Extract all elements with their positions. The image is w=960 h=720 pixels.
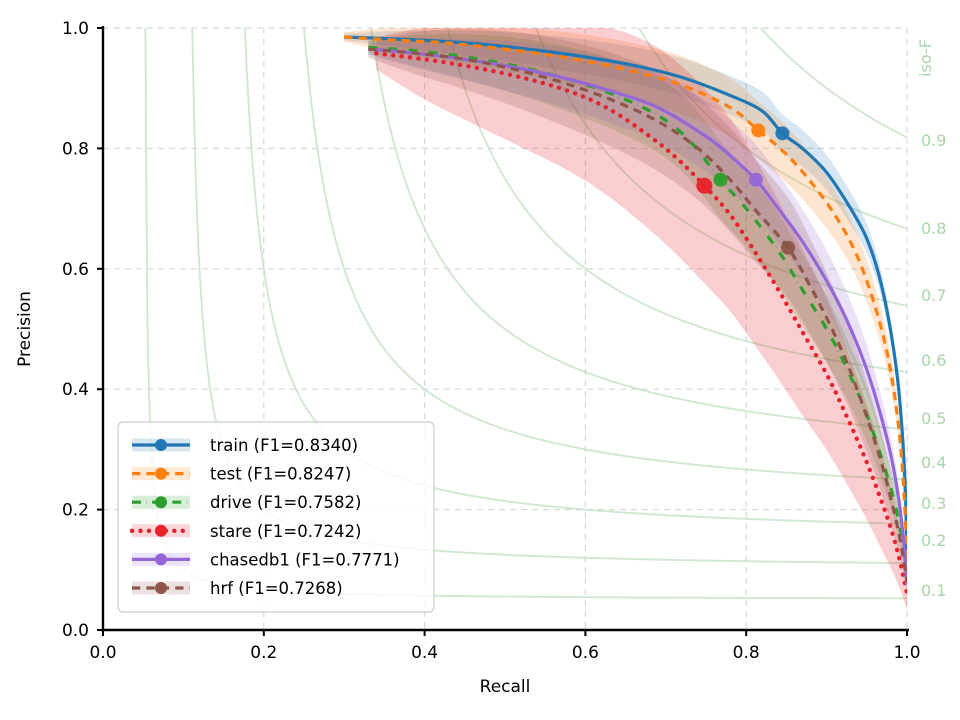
y-axis-label: Precision — [15, 291, 35, 367]
y-tick-label: 0.6 — [62, 260, 89, 280]
iso-f1-tick-label: 0.6 — [921, 351, 946, 370]
y-tick-label: 0.8 — [62, 139, 89, 159]
x-tick-label: 1.0 — [893, 643, 920, 663]
chart-legend[interactable]: train (F1=0.8340) test (F1=0.8247) drive (… — [117, 421, 435, 613]
iso-f1-tick-label: 0.8 — [921, 219, 946, 238]
axes: 0.0 0.2 0.4 0.6 0.8 1.0 0.0 0.2 0.4 0.6 0.8 1.0 Reca… — [15, 19, 946, 697]
iso-f1-tick-label: 0.5 — [921, 409, 946, 428]
legend-marker-sample — [155, 553, 167, 566]
x-tick-label: 0.4 — [411, 643, 438, 663]
legend-entry-label: test (F1=0.8247) — [210, 465, 351, 484]
y-tick-label: 0.4 — [62, 380, 89, 400]
x-tick-label: 0.8 — [733, 643, 760, 663]
legend-marker-sample — [155, 582, 167, 594]
x-tick-label: 0.2 — [250, 643, 277, 663]
iso-f1-tick-label: 0.2 — [921, 531, 946, 550]
iso-f1-tick-label: 0.3 — [921, 494, 946, 513]
legend-entry-label: train (F1=0.8340) — [210, 436, 358, 455]
legend-entry-label: chasedb1 (F1=0.7771) — [210, 550, 400, 569]
legend-entry-label: stare (F1=0.7242) — [210, 522, 361, 541]
x-tick-label: 0.6 — [572, 643, 599, 663]
legend-entry-label: hrf (F1=0.7268) — [210, 579, 343, 598]
iso-f1-axis-label: iso-F — [916, 39, 935, 77]
confidence-bands — [344, 28, 907, 611]
legend-box — [117, 421, 435, 613]
legend-marker-sample — [155, 496, 167, 509]
legend-marker-sample — [155, 439, 167, 451]
legend-marker-sample — [155, 524, 167, 537]
iso-f1-tick-label: 0.7 — [921, 286, 946, 305]
iso-f1-tick-label: 0.4 — [921, 453, 946, 472]
f1-optimal-markers — [696, 123, 796, 255]
y-tick-label: 0.0 — [62, 621, 89, 641]
iso-f1-tick-label: 0.9 — [921, 131, 946, 150]
y-tick-label: 0.2 — [62, 501, 89, 521]
legend-marker-sample — [155, 467, 167, 480]
x-axis-label: Recall — [480, 677, 531, 697]
y-tick-label: 1.0 — [62, 19, 89, 39]
legend-entry-label: drive (F1=0.7582) — [210, 493, 361, 512]
iso-f1-tick-label: 0.1 — [921, 581, 946, 600]
x-tick-label: 0.0 — [89, 643, 116, 663]
